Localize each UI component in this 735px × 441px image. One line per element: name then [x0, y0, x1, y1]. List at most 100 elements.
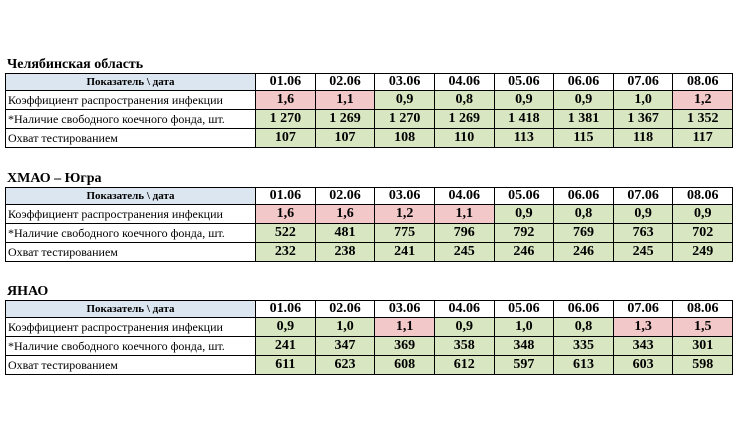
- value-cell: 347: [314, 336, 376, 356]
- value-cell: 246: [493, 242, 555, 262]
- row-label: Охват тестированием: [5, 355, 256, 375]
- value-cell: 118: [612, 128, 674, 148]
- date-header: 02.06: [314, 300, 376, 318]
- value-cell: 113: [493, 128, 555, 148]
- value-cell: 1,5: [672, 317, 733, 337]
- value-cell: 1,6: [255, 204, 316, 224]
- value-cell: 0,9: [553, 90, 614, 110]
- value-cell: 598: [672, 355, 733, 375]
- header-row: Показатель \ дата 01.06 02.06 03.06 04.06 05.…: [5, 300, 733, 318]
- value-cell: 597: [493, 355, 555, 375]
- value-cell: 110: [433, 128, 495, 148]
- value-cell: 1 270: [255, 109, 316, 129]
- header-row: Показатель \ дата 01.06 02.06 03.06 04.06 05.…: [5, 73, 733, 91]
- value-cell: 0,9: [255, 317, 316, 337]
- value-cell: 245: [433, 242, 495, 262]
- date-header: 01.06: [255, 73, 316, 91]
- value-cell: 0,9: [493, 90, 555, 110]
- header-label: Показатель \ дата: [5, 73, 256, 91]
- date-header: 05.06: [493, 300, 555, 318]
- value-cell: 1,6: [255, 90, 316, 110]
- date-header: 08.06: [672, 300, 733, 318]
- value-cell: 241: [255, 336, 316, 356]
- value-cell: 1,2: [374, 204, 435, 224]
- date-header: 05.06: [493, 73, 555, 91]
- value-cell: 1,0: [612, 90, 674, 110]
- value-cell: 1,0: [493, 317, 555, 337]
- date-header: 07.06: [612, 73, 674, 91]
- row-label: *Наличие свободного коечного фонда, шт.: [5, 109, 256, 129]
- value-cell: 0,9: [374, 90, 435, 110]
- date-header: 07.06: [612, 187, 674, 205]
- value-cell: 0,9: [433, 317, 495, 337]
- value-cell: 603: [612, 355, 674, 375]
- section-title: ХМАО – Югра: [7, 171, 102, 186]
- value-cell: 792: [493, 223, 555, 243]
- value-cell: 1,3: [612, 317, 674, 337]
- value-cell: 1,1: [374, 317, 435, 337]
- value-cell: 796: [433, 223, 495, 243]
- value-cell: 612: [433, 355, 495, 375]
- value-cell: 0,8: [553, 317, 614, 337]
- value-cell: 522: [255, 223, 316, 243]
- row-label: Коэффициент распространения инфекции: [5, 317, 256, 337]
- value-cell: 1 269: [314, 109, 376, 129]
- value-cell: 108: [374, 128, 435, 148]
- value-cell: 0,8: [433, 90, 495, 110]
- row-label: Коэффициент распространения инфекции: [5, 204, 256, 224]
- data-row: *Наличие свободного коечного фонда, шт. 2…: [5, 336, 733, 356]
- date-header: 08.06: [672, 187, 733, 205]
- value-cell: 1 352: [672, 109, 733, 129]
- value-cell: 107: [314, 128, 376, 148]
- region-section: ЯНАО Показатель \ дата 01.06 02.06 03.06 04.0…: [5, 283, 733, 375]
- region-section: Челябинская область Показатель \ дата 01.0…: [5, 56, 733, 148]
- date-header: 08.06: [672, 73, 733, 91]
- value-cell: 358: [433, 336, 495, 356]
- date-header: 03.06: [374, 300, 435, 318]
- data-table: Показатель \ дата 01.06 02.06 03.06 04.06 05.…: [5, 73, 733, 148]
- value-cell: 763: [612, 223, 674, 243]
- date-header: 05.06: [493, 187, 555, 205]
- row-label: Коэффициент распространения инфекции: [5, 90, 256, 110]
- region-section: ХМАО – Югра Показатель \ дата 01.06 02.06 03…: [5, 170, 733, 262]
- data-row: Коэффициент распространения инфекции 1,6 1…: [5, 204, 733, 224]
- section-title: ЯНАО: [7, 284, 49, 299]
- value-cell: 1 269: [433, 109, 495, 129]
- value-cell: 1,1: [433, 204, 495, 224]
- value-cell: 335: [553, 336, 614, 356]
- value-cell: 1,2: [672, 90, 733, 110]
- section-title: Челябинская область: [7, 57, 144, 72]
- value-cell: 1,1: [314, 90, 376, 110]
- value-cell: 301: [672, 336, 733, 356]
- date-header: 04.06: [433, 300, 495, 318]
- date-header: 04.06: [433, 187, 495, 205]
- data-row: Охват тестированием 107 107 108 110 113 115 118…: [5, 128, 733, 148]
- value-cell: 608: [374, 355, 435, 375]
- row-label: *Наличие свободного коечного фонда, шт.: [5, 336, 256, 356]
- date-header: 03.06: [374, 73, 435, 91]
- row-label: Охват тестированием: [5, 242, 256, 262]
- date-header: 06.06: [553, 73, 614, 91]
- value-cell: 1,0: [314, 317, 376, 337]
- value-cell: 0,9: [493, 204, 555, 224]
- value-cell: 775: [374, 223, 435, 243]
- data-row: Охват тестированием 611 623 608 612 597 613 603…: [5, 355, 733, 375]
- data-row: Охват тестированием 232 238 241 245 246 246 245…: [5, 242, 733, 262]
- value-cell: 117: [672, 128, 733, 148]
- value-cell: 115: [553, 128, 614, 148]
- row-label: *Наличие свободного коечного фонда, шт.: [5, 223, 256, 243]
- value-cell: 232: [255, 242, 316, 262]
- value-cell: 1 270: [374, 109, 435, 129]
- value-cell: 369: [374, 336, 435, 356]
- date-header: 01.06: [255, 300, 316, 318]
- value-cell: 613: [553, 355, 614, 375]
- header-row: Показатель \ дата 01.06 02.06 03.06 04.06 05.…: [5, 187, 733, 205]
- value-cell: 623: [314, 355, 376, 375]
- value-cell: 1,6: [314, 204, 376, 224]
- value-cell: 241: [374, 242, 435, 262]
- value-cell: 1 367: [612, 109, 674, 129]
- date-header: 06.06: [553, 187, 614, 205]
- value-cell: 238: [314, 242, 376, 262]
- data-row: *Наличие свободного коечного фонда, шт. 5…: [5, 223, 733, 243]
- value-cell: 1 381: [553, 109, 614, 129]
